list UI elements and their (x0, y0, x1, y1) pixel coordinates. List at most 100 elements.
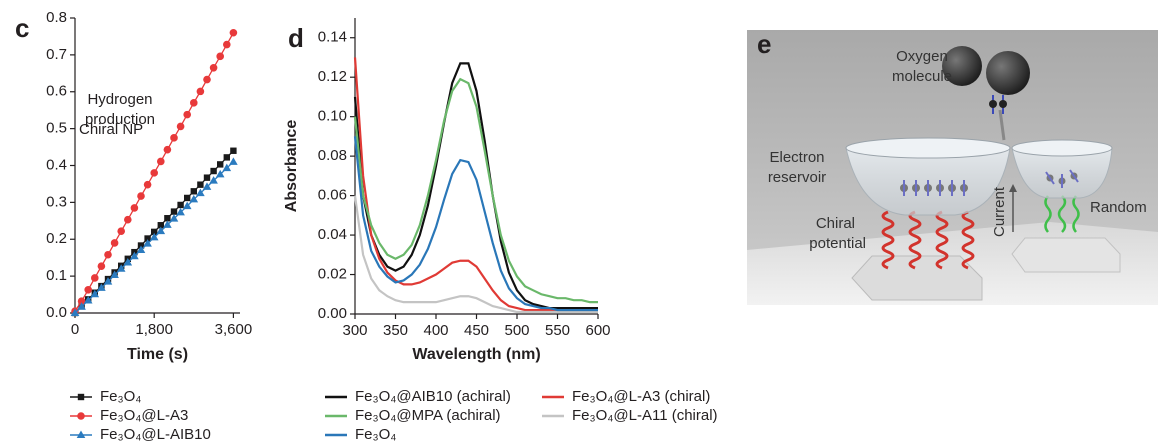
marker (137, 192, 145, 200)
y-tick-label: 0.5 (46, 120, 67, 137)
oxygen-label: molecule (892, 68, 952, 85)
bowl-rim (1011, 139, 1113, 157)
y-tick-label: 0.4 (46, 156, 67, 173)
marker (156, 226, 166, 235)
marker (143, 180, 152, 189)
y-tick-label: 0.3 (46, 193, 67, 210)
bowl-rim (845, 137, 1011, 159)
y-tick-label: 0.08 (318, 147, 347, 164)
marker (70, 308, 80, 316)
chiral-label: potential (809, 235, 866, 252)
legend-label: Fe₃O₄@L-A11 (chiral) (572, 407, 718, 424)
spins (903, 169, 1079, 196)
marker (83, 295, 93, 304)
x-tick-label: 450 (464, 322, 489, 339)
marker (176, 122, 185, 131)
marker (169, 214, 179, 222)
oxygen-label: Oxygen (896, 48, 948, 65)
marker (203, 174, 211, 181)
y-tick-label: 0.10 (318, 108, 347, 125)
marker (190, 188, 197, 195)
y-tick-label: 0.7 (46, 46, 67, 63)
legend-marker (76, 430, 86, 438)
random-label: Random (1090, 199, 1147, 216)
marker (157, 222, 164, 229)
x-tick-label: 600 (585, 322, 610, 339)
series-line (353, 136, 598, 312)
marker (196, 87, 205, 96)
marker (223, 40, 231, 49)
y-tick-label: 0.00 (318, 305, 347, 322)
y-tick-label: 0.2 (46, 230, 67, 247)
marker (116, 264, 126, 272)
marker (130, 251, 139, 260)
marker (217, 161, 224, 168)
marker (209, 176, 218, 184)
illustration: e Oxygen molecule Electron reservoir Chi… (747, 29, 1158, 305)
arrow-head (1009, 184, 1017, 192)
marker (151, 228, 158, 236)
marker (144, 235, 151, 242)
marker (182, 201, 192, 210)
annotation: Chiral NP (79, 121, 143, 138)
y-tick-label: 0.1 (46, 267, 67, 284)
marker (110, 239, 119, 247)
y-tick-label: 0.12 (318, 68, 347, 85)
marker (229, 157, 238, 165)
marker (196, 188, 205, 197)
marker (209, 63, 218, 72)
bowl (1011, 147, 1113, 199)
panel-label: e (757, 29, 771, 59)
marker (84, 285, 92, 294)
legend-label: Fe₃O₄ (100, 388, 141, 405)
marker (223, 154, 230, 161)
annotation: production (85, 111, 155, 128)
y-tick-label: 0.04 (318, 226, 347, 243)
legend-marker (77, 393, 85, 401)
x-tick-label: 550 (545, 322, 570, 339)
marker (222, 163, 232, 172)
marker (163, 145, 172, 154)
marker (229, 28, 238, 37)
series-line (353, 77, 598, 304)
series-line (353, 62, 598, 310)
random-lines (1044, 195, 1080, 233)
legend-label: Fe₃O₄@L-A3 (100, 407, 188, 424)
marker (123, 257, 133, 266)
x-axis-title: Time (s) (127, 346, 188, 363)
marker (164, 215, 171, 222)
marker (170, 208, 178, 215)
chart: c 0.0 0.1 0.2 0.3 0.4 0.5 0.6 0.7 0.8 0 1,800 3,600 T… (15, 9, 252, 443)
marker (190, 99, 198, 107)
x-tick-label: 0 (71, 321, 79, 338)
x-tick-label: 300 (342, 322, 367, 339)
marker (104, 250, 112, 259)
x-tick-label: 1,800 (135, 321, 173, 338)
marker (110, 270, 119, 279)
marker (124, 215, 132, 224)
chiral-helices (881, 210, 975, 270)
marker (170, 134, 178, 142)
marker (163, 220, 172, 228)
tether (998, 109, 1006, 141)
pedestal (1011, 237, 1121, 273)
legend-label: Fe₃O₄@L-AIB10 (100, 426, 211, 443)
series-line (353, 195, 598, 314)
marker (230, 147, 237, 154)
panel-label: d (288, 23, 304, 53)
marker (103, 277, 113, 285)
y-axis-title: Absorbance (283, 120, 300, 213)
y-tick-label: 0.8 (46, 9, 67, 26)
legend-label: Fe₃O₄@AIB10 (achiral) (355, 388, 511, 405)
marker (215, 169, 225, 178)
panel-label: c (15, 13, 29, 43)
y-tick-label: 0.0 (46, 304, 67, 321)
x-tick-label: 350 (383, 322, 408, 339)
y-tick-label: 0.06 (318, 187, 347, 204)
marker (143, 239, 152, 247)
reservoir-label: reservoir (768, 169, 826, 186)
legend-label: Fe₃O₄ (355, 426, 396, 443)
y-tick-label: 0.6 (46, 83, 67, 100)
y-tick-label: 0.14 (318, 29, 347, 46)
x-tick-label: 400 (423, 322, 448, 339)
